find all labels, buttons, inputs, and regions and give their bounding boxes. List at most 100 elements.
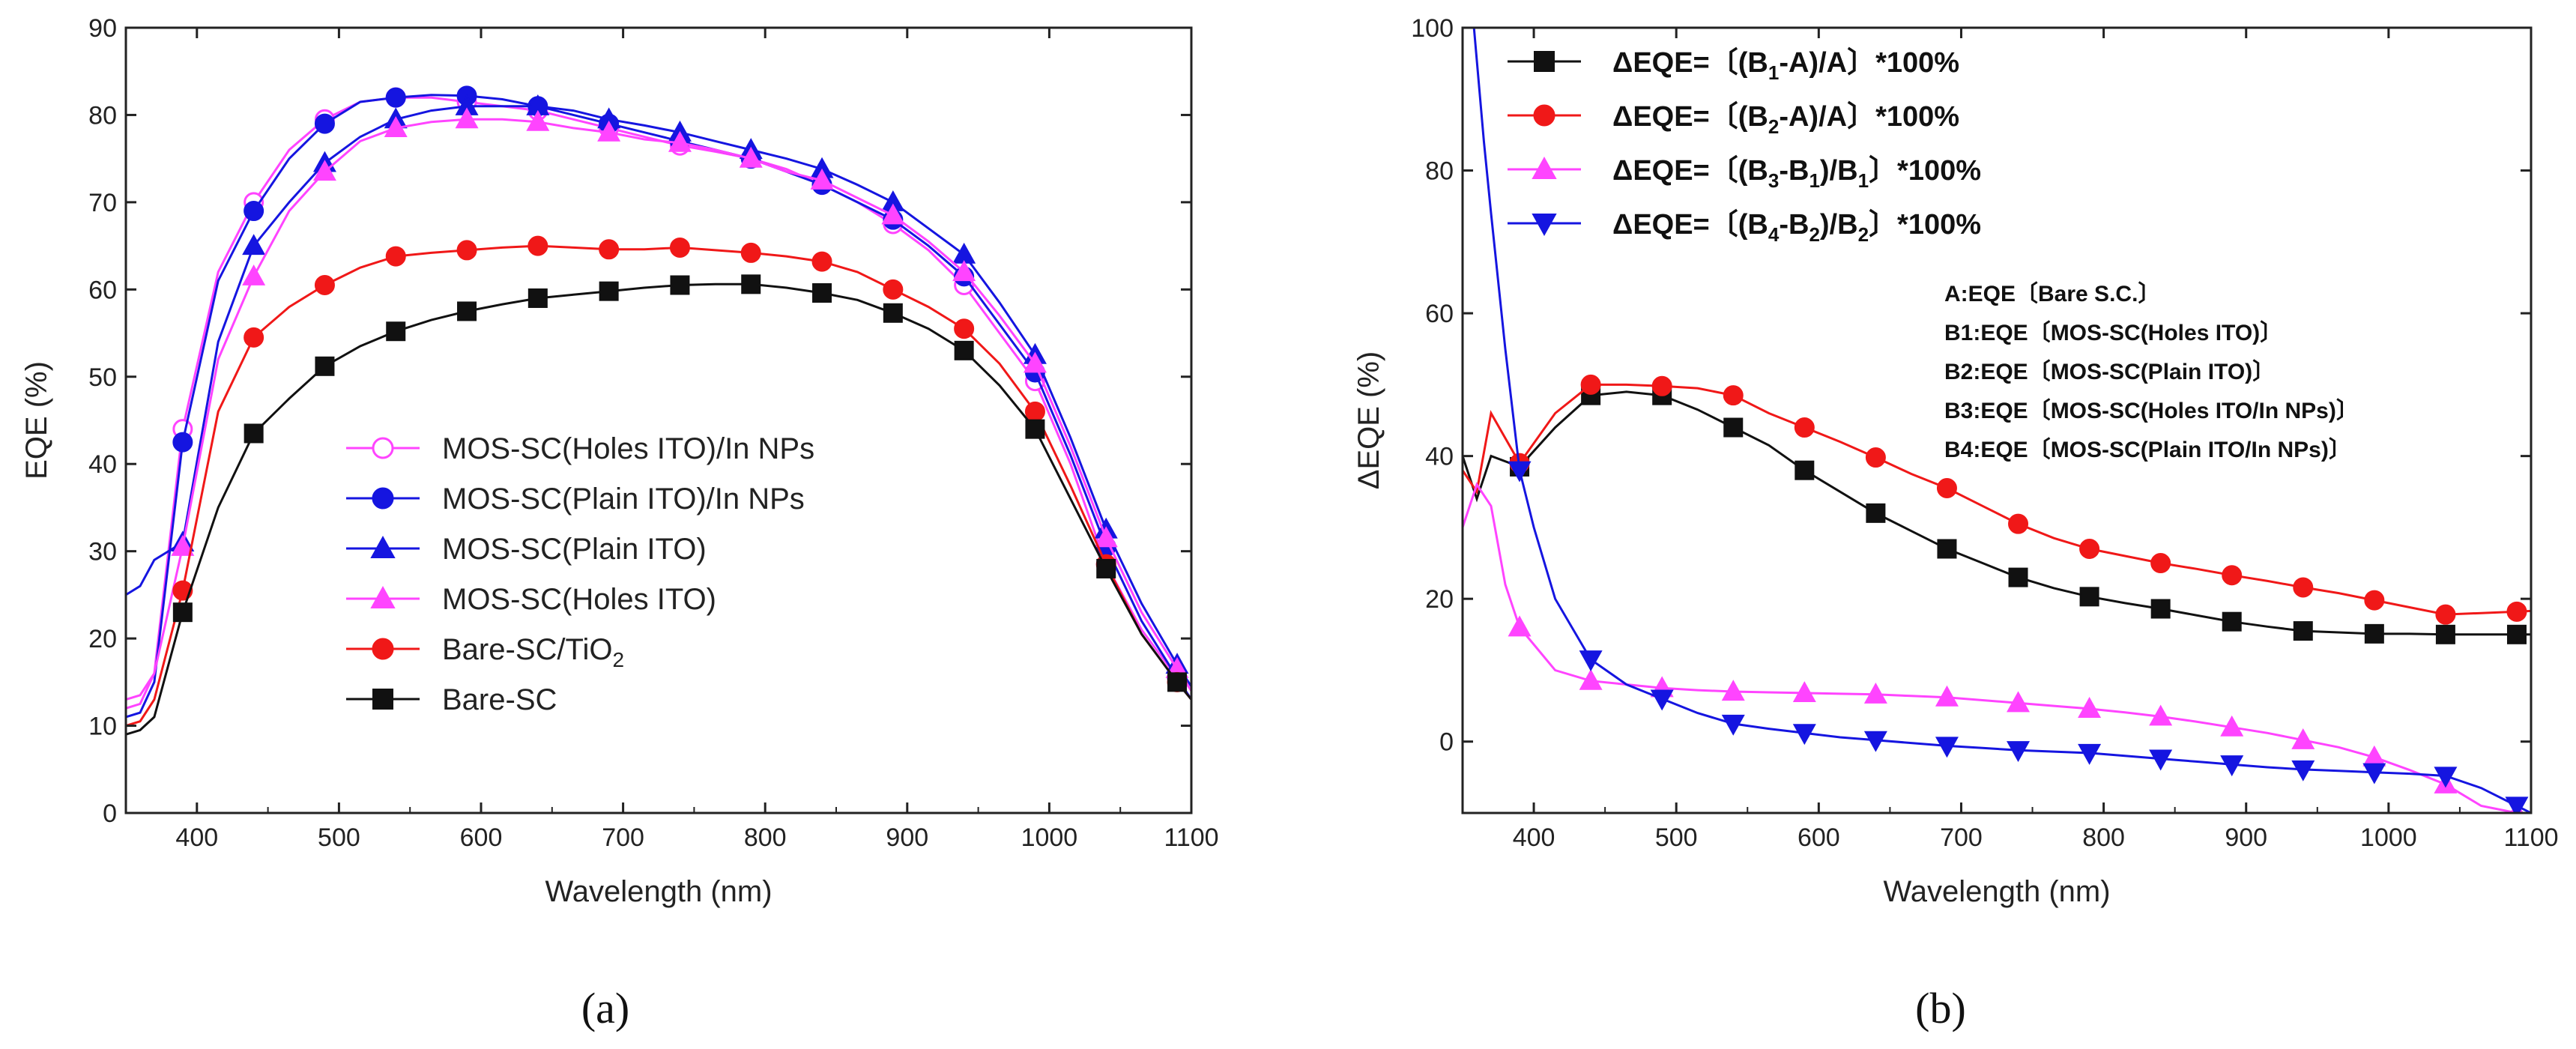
legend-label-subscript: 1: [1768, 61, 1779, 84]
series-4-point: [456, 240, 477, 261]
plot-area: [1463, 28, 2531, 813]
legend-label-text: ΔEQE=〔(B: [1612, 100, 1768, 133]
series-3-point: [2149, 749, 2173, 771]
y-tick-label: 80: [1425, 157, 1454, 186]
series-3-point: [1650, 689, 1674, 711]
series-3-point: [1579, 650, 1603, 672]
series-1-point: [1865, 447, 1886, 468]
legend-entry-1: ΔEQE=〔(B2-A)/A〕*100%: [1508, 100, 1959, 138]
series-5-point: [954, 340, 974, 360]
legend-entry-2: MOS-SC(Plain ITO): [346, 533, 707, 566]
y-axis-label: ΔEQE (%): [1352, 351, 1385, 490]
legend-label: MOS-SC(Plain ITO)/In NPs: [442, 483, 805, 516]
x-tick-label: 1100: [1164, 823, 1218, 852]
legend-marker: [372, 689, 393, 710]
series-3-point: [2220, 755, 2244, 777]
legend-label: Bare-SC/TiO2: [442, 633, 624, 671]
series-3-point: [2362, 763, 2386, 785]
series-3-point: [881, 203, 905, 225]
series-4-point: [954, 318, 975, 339]
y-tick-label: 30: [88, 538, 117, 566]
note-2: B2:EQE〔MOS-SC(Plain ITO)〕: [1944, 359, 2275, 384]
plot-frame: [1461, 26, 2533, 814]
series-2-point: [1792, 681, 1816, 702]
legend-entry-0: ΔEQE=〔(B1-A)/A〕*100%: [1508, 46, 1959, 84]
series-4-point: [883, 279, 904, 300]
series-3-point: [2505, 796, 2529, 813]
series-2-point: [242, 234, 266, 256]
x-tick-label: 400: [1513, 823, 1555, 852]
legend-label-subscript: 1: [1858, 169, 1869, 192]
series-4-point: [599, 239, 620, 260]
legend-label-subscript: 3: [1768, 169, 1779, 192]
series-1-point: [1794, 417, 1815, 438]
legend-marker: [372, 437, 394, 459]
legend-label-text: -B: [1779, 209, 1809, 241]
y-tick-label: 20: [1425, 585, 1454, 614]
series-0-point: [2150, 599, 2171, 619]
series-4-line: [126, 244, 1191, 728]
series-2-point: [1935, 685, 1959, 707]
series-2-point: [2007, 691, 2031, 713]
y-tick-label: 50: [88, 363, 117, 392]
series-4-point: [527, 235, 548, 256]
legend-label-text: Bare-SC/TiO: [442, 633, 612, 666]
series-3-point: [2291, 760, 2315, 782]
legend-label: MOS-SC(Holes ITO): [442, 583, 716, 616]
series-1-line: [126, 94, 1191, 719]
legend-label-text: -B: [1779, 155, 1809, 187]
series-3-point: [242, 264, 266, 285]
chart-a: 400 500 600 700 800 900 1000 1100 0 10 20 30 40 50 60 7…: [20, 14, 1219, 1033]
series-1-point: [2506, 601, 2527, 622]
chart-b: 400 500 600 700 800 900 1000 1100 0 20 40 60 80 100 Wa…: [1352, 14, 2559, 1033]
x-tick-label: 600: [460, 823, 503, 852]
x-axis-label: Wavelength (nm): [545, 875, 772, 908]
legend-entry-1: MOS-SC(Plain ITO)/In NPs: [346, 483, 805, 516]
series-5-point: [883, 303, 903, 323]
plot-frame: [124, 26, 1193, 814]
series-5-point: [172, 602, 193, 623]
series-0-point: [1937, 539, 1957, 559]
legend-label-subscript: 4: [1768, 223, 1780, 246]
series-3-point: [668, 130, 692, 152]
legend-label-text: ΔEQE=〔(B: [1612, 154, 1768, 187]
legend-marker: [1534, 51, 1555, 72]
legend-label-subscript: 2: [1809, 223, 1819, 246]
series-3-point: [1935, 737, 1959, 758]
legend-label-text: -A)/A〕*100%: [1779, 100, 1959, 133]
series-1-point: [2222, 565, 2243, 586]
y-tick-label: 20: [88, 625, 117, 653]
legend-label-subscript: 1: [1809, 169, 1819, 192]
series-0-line: [126, 96, 1191, 701]
x-tick-label: 1100: [2503, 823, 2558, 852]
legend-label-text: ΔEQE=〔(B: [1612, 208, 1768, 241]
series-1-point: [2293, 577, 2314, 598]
series-5-point: [599, 281, 619, 301]
series-2-point: [1579, 668, 1603, 690]
y-tick-label: 100: [1411, 14, 1454, 43]
series-3-point: [312, 160, 336, 181]
series-2-point: [1721, 680, 1745, 701]
series-0-point: [2435, 624, 2455, 644]
series-3-point: [455, 107, 479, 129]
series-4-point: [669, 237, 690, 258]
figure-caption: (a): [581, 984, 629, 1033]
x-tick-label: 1000: [1021, 823, 1078, 852]
legend-marker: [1533, 104, 1555, 127]
series-0-point: [1723, 417, 1744, 438]
y-axis-label: EQE (%): [20, 361, 53, 480]
series-1-point: [2008, 513, 2029, 534]
legend-marker: [370, 535, 396, 558]
series-0-point: [1866, 503, 1886, 523]
series-0-line: [1463, 390, 2531, 636]
legend-label-text: 〕*100%: [1869, 154, 1981, 187]
x-tick-label: 500: [1655, 823, 1698, 852]
legend-label-subscript: 2: [1858, 223, 1869, 246]
series-1-point: [2435, 604, 2456, 625]
series-3-point: [952, 260, 976, 282]
series-1-point: [2364, 590, 2385, 611]
legend-marker: [1532, 214, 1557, 237]
series-3-point: [1094, 526, 1118, 548]
legend-label-text: -A)/A〕*100%: [1779, 46, 1959, 79]
